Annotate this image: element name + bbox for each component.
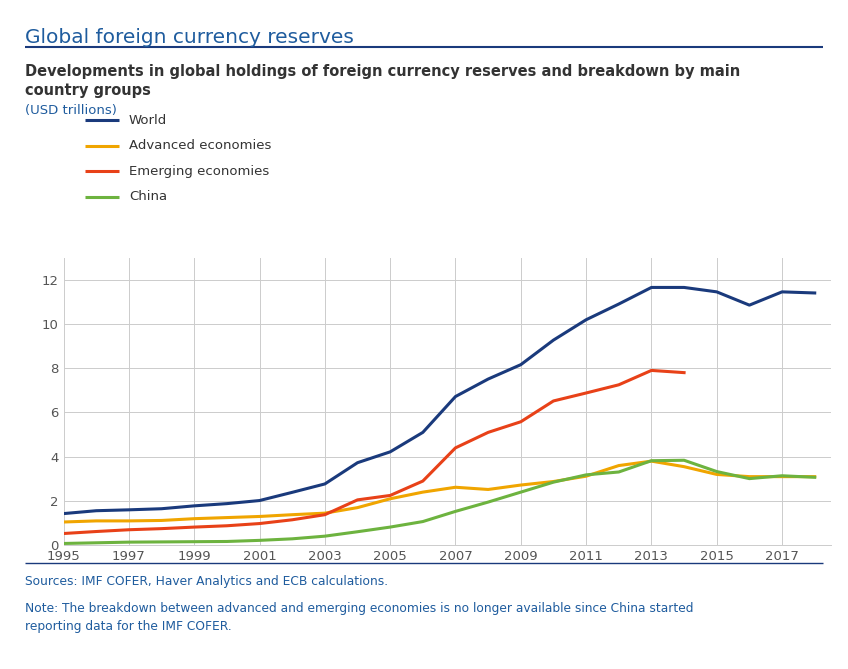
Text: Advanced economies: Advanced economies — [129, 139, 271, 153]
Text: World: World — [129, 114, 167, 127]
Text: Sources: IMF COFER, Haver Analytics and ECB calculations.: Sources: IMF COFER, Haver Analytics and … — [25, 575, 388, 588]
Text: Note: The breakdown between advanced and emerging economies is no longer availab: Note: The breakdown between advanced and… — [25, 602, 694, 633]
Text: Emerging economies: Emerging economies — [129, 165, 269, 178]
Text: Global foreign currency reserves: Global foreign currency reserves — [25, 28, 354, 47]
Text: China: China — [129, 190, 167, 203]
Text: (USD trillions): (USD trillions) — [25, 104, 117, 116]
Text: Developments in global holdings of foreign currency reserves and breakdown by ma: Developments in global holdings of forei… — [25, 64, 740, 98]
